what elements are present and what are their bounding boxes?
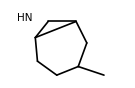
Text: HN: HN — [17, 13, 32, 23]
